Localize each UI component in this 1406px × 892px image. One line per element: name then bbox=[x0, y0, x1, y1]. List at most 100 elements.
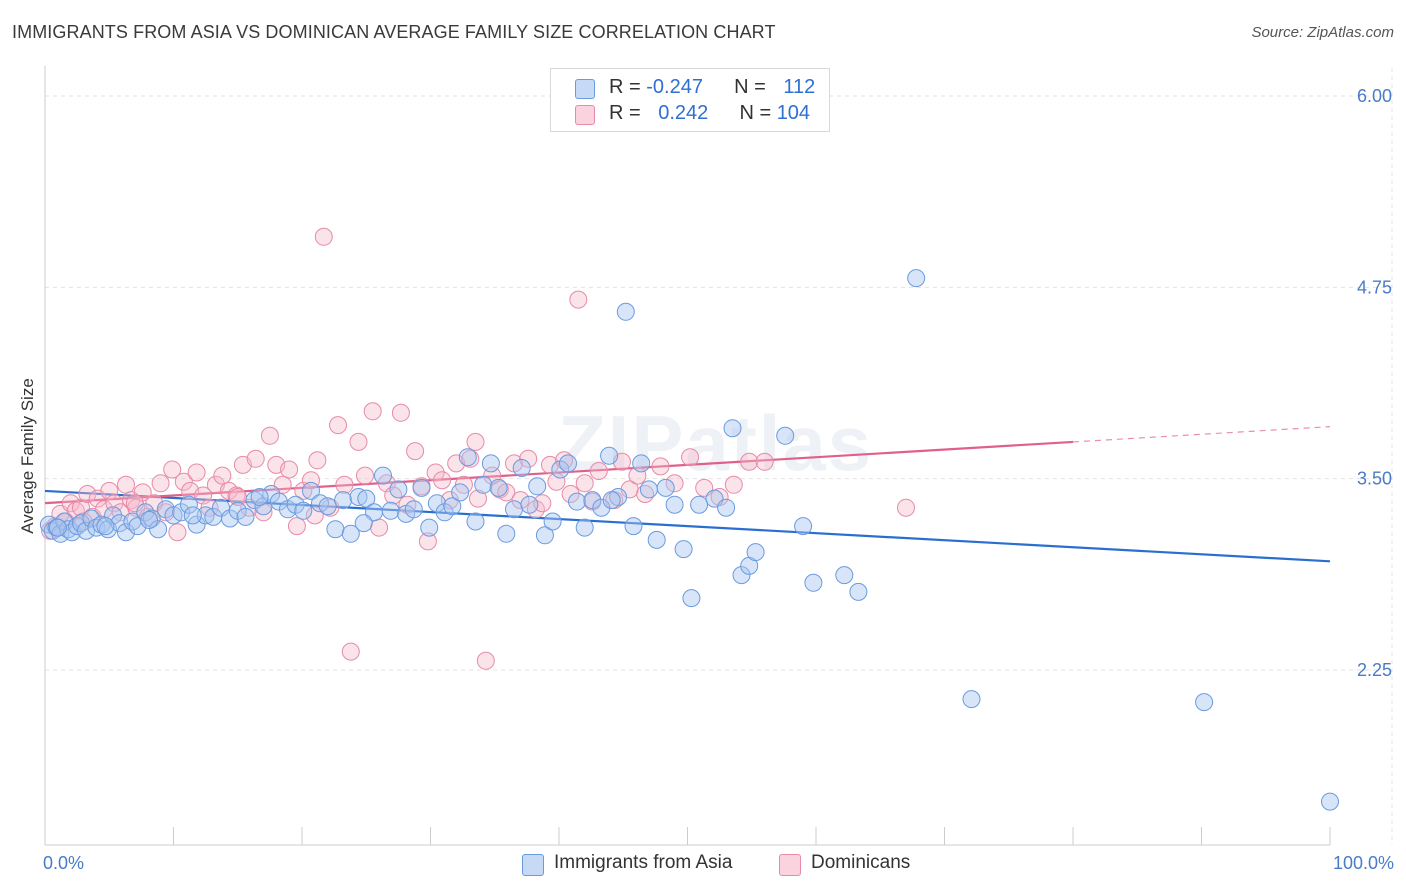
legend-r-value: 0.242 bbox=[658, 102, 709, 124]
legend-n-label: N = bbox=[739, 102, 777, 124]
trend-line-asia bbox=[44, 489, 1331, 563]
point-asia bbox=[149, 520, 168, 539]
correlation-legend: R = -0.247 N = 112 R = 0.242 N = 104 bbox=[550, 68, 830, 132]
point-dominican bbox=[391, 403, 410, 422]
point-asia bbox=[624, 517, 643, 536]
point-dominican bbox=[187, 463, 206, 482]
point-asia bbox=[87, 518, 106, 537]
point-dominican bbox=[519, 449, 538, 468]
y-tick-label: 3.50 bbox=[1357, 469, 1392, 489]
point-asia bbox=[236, 507, 255, 526]
point-asia bbox=[221, 509, 239, 528]
point-dominican bbox=[575, 474, 594, 493]
point-dominican bbox=[569, 290, 588, 309]
point-dominican bbox=[363, 402, 382, 421]
point-dominican bbox=[628, 466, 647, 485]
point-dominican bbox=[168, 523, 187, 542]
point-dominican bbox=[125, 494, 144, 513]
point-asia bbox=[318, 497, 337, 516]
point-dominican bbox=[370, 518, 389, 537]
point-asia bbox=[568, 492, 586, 511]
trend-line-dominicans-extension bbox=[1072, 426, 1331, 443]
point-dominican bbox=[897, 498, 915, 517]
point-asia bbox=[804, 573, 823, 592]
point-asia bbox=[99, 520, 117, 539]
point-asia bbox=[179, 495, 198, 514]
point-asia bbox=[559, 454, 577, 473]
point-dominican bbox=[398, 495, 417, 514]
point-asia bbox=[82, 509, 101, 528]
point-asia bbox=[746, 543, 765, 562]
point-dominican bbox=[476, 651, 495, 670]
point-dominican bbox=[589, 462, 608, 480]
point-dominican bbox=[78, 485, 97, 503]
legend-swatch-blue bbox=[522, 854, 544, 876]
point-asia bbox=[349, 488, 368, 506]
y-tick-label: 4.75 bbox=[1357, 277, 1392, 297]
point-asia bbox=[245, 491, 264, 510]
point-dominican bbox=[418, 532, 437, 551]
point-asia bbox=[849, 582, 868, 601]
point-asia bbox=[389, 480, 408, 499]
point-asia bbox=[250, 488, 269, 506]
point-asia bbox=[374, 466, 392, 485]
point-dominican bbox=[246, 449, 265, 468]
point-asia bbox=[583, 491, 602, 510]
point-dominican bbox=[561, 485, 580, 503]
point-dominican bbox=[163, 460, 182, 479]
point-asia bbox=[326, 520, 345, 539]
point-asia bbox=[592, 498, 611, 517]
point-asia bbox=[381, 501, 400, 520]
point-dominican bbox=[406, 442, 425, 461]
point-dominican bbox=[174, 472, 193, 491]
point-asia bbox=[187, 515, 206, 534]
point-asia bbox=[639, 480, 658, 499]
point-asia bbox=[776, 426, 795, 445]
watermark-logo: ZIPatlas bbox=[558, 399, 874, 487]
point-asia bbox=[412, 478, 431, 497]
point-asia bbox=[48, 518, 67, 537]
point-asia bbox=[682, 589, 701, 608]
x-tick-label: 100.0% bbox=[1333, 853, 1394, 873]
point-asia bbox=[575, 518, 594, 537]
legend-swatch-pink bbox=[779, 854, 801, 876]
point-dominican bbox=[755, 452, 774, 471]
point-asia bbox=[96, 517, 115, 536]
point-asia bbox=[674, 540, 693, 559]
point-asia bbox=[262, 485, 281, 503]
point-asia bbox=[723, 419, 742, 438]
point-dominican bbox=[469, 489, 487, 508]
point-asia bbox=[458, 448, 477, 467]
point-asia bbox=[172, 503, 191, 522]
point-dominican bbox=[314, 227, 333, 246]
legend-item-label: Dominicans bbox=[811, 852, 911, 873]
point-asia bbox=[665, 495, 684, 514]
legend-n-label: N = bbox=[734, 76, 772, 98]
point-dominican bbox=[349, 432, 368, 451]
point-asia bbox=[962, 690, 981, 709]
source-credit: Source: ZipAtlas.com bbox=[1251, 24, 1394, 41]
point-asia bbox=[543, 512, 562, 531]
legend-r-value: -0.247 bbox=[646, 76, 703, 98]
point-dominican bbox=[547, 472, 566, 491]
data-points bbox=[39, 227, 1339, 811]
point-asia bbox=[196, 506, 215, 525]
point-asia bbox=[404, 500, 423, 519]
x-tick-labels: 0.0% 100.0% bbox=[43, 853, 1394, 873]
legend-n-value: 104 bbox=[776, 102, 811, 124]
point-dominican bbox=[466, 432, 485, 451]
point-dominican bbox=[280, 460, 299, 479]
point-asia bbox=[600, 446, 619, 465]
series-legend: Immigrants from Asia Dominicans bbox=[0, 852, 1406, 878]
point-asia bbox=[140, 511, 159, 529]
legend-r-label: R = bbox=[609, 102, 647, 124]
x-tick-label: 0.0% bbox=[43, 853, 84, 873]
point-asia bbox=[535, 526, 554, 545]
point-asia bbox=[117, 523, 135, 542]
point-dominican bbox=[260, 426, 279, 445]
point-asia bbox=[357, 489, 376, 508]
point-asia bbox=[497, 524, 516, 543]
point-asia bbox=[1321, 792, 1339, 811]
point-dominican bbox=[294, 481, 313, 500]
axes bbox=[44, 66, 1331, 846]
